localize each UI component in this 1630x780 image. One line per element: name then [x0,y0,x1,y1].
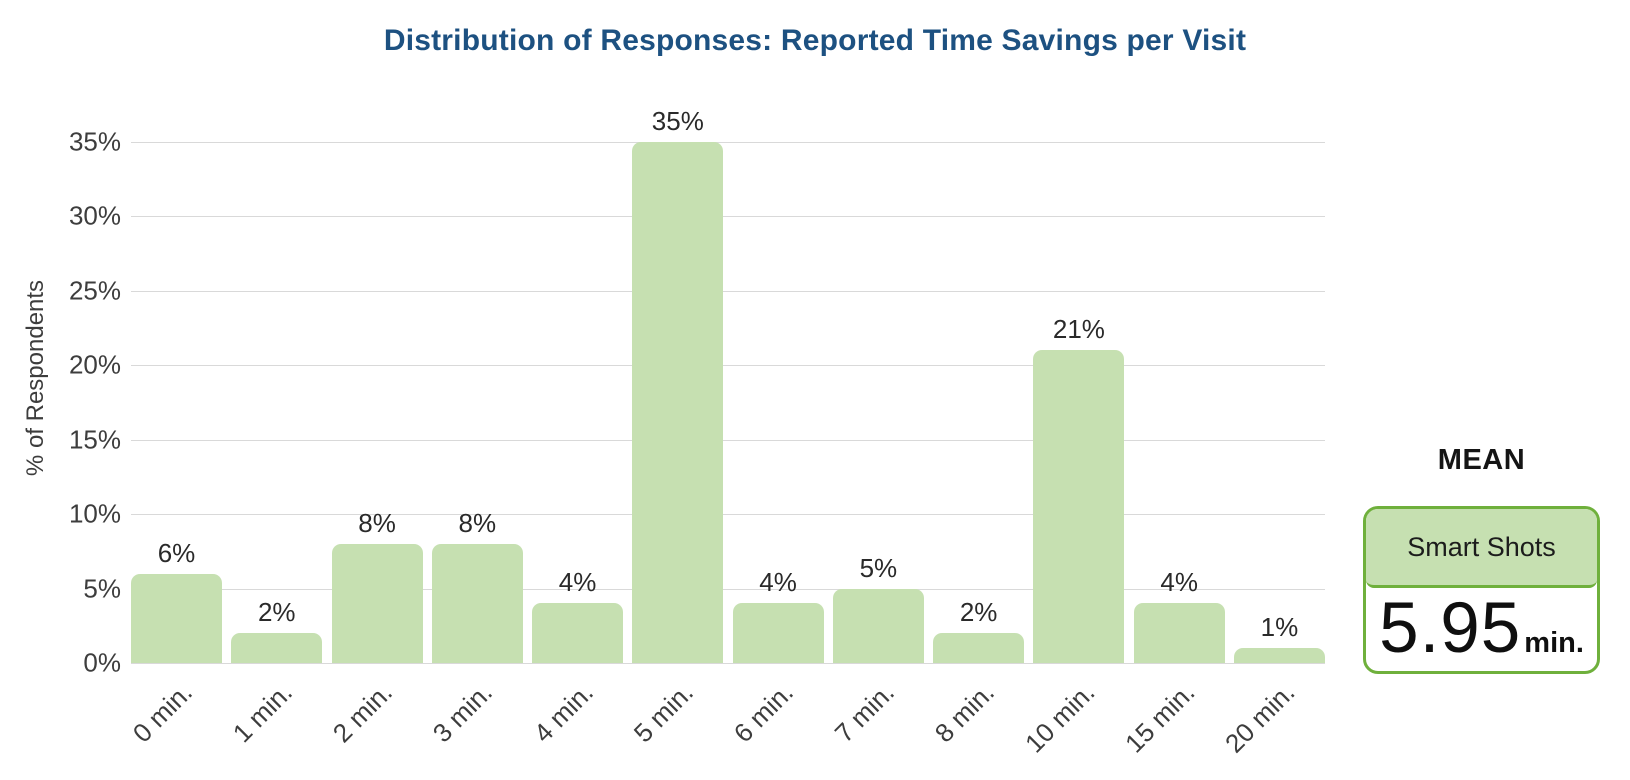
bars-row: 6% 0 min. 2% 1 min. 8% 2 min. 8% 3 min. 4% 4 min.… [126,106,1325,759]
x-tick-label: 6 min. [728,677,800,749]
x-tick-label: 8 min. [928,677,1000,749]
gridline [131,514,1325,516]
bar-value-label: 4% [1160,567,1198,597]
y-tick-label: 5% [83,573,121,604]
bar: 1% 20 min. [1219,612,1325,759]
y-tick-label: 15% [68,424,121,455]
y-tick-label: 25% [68,275,121,306]
y-tick-label: 20% [68,349,121,380]
y-tick-label: 0% [83,647,121,678]
bar: 4% 15 min. [1119,567,1225,759]
y-tick-label: 35% [68,126,121,157]
bar: 8% 3 min. [427,508,523,748]
bar-value-label: 2% [959,597,998,627]
bar-value-label: 5% [859,553,898,583]
gridline [131,365,1325,367]
x-tick-label: 3 min. [427,677,499,749]
mean-card: Smart Shots 5.95 min. [1363,506,1600,674]
bar: 2% 1 min. [227,597,323,748]
x-tick-label: 1 min. [226,677,298,749]
bar-value-label: 35% [651,106,704,136]
bar: 35% 5 min. [628,106,724,748]
bar: 4% 4 min. [527,567,624,748]
bar: 5% 7 min. [828,553,924,748]
mean-heading: MEAN [1437,444,1526,476]
bar: 6% 0 min. [126,538,222,748]
mean-unit: min. [1524,627,1584,659]
bar-value-label: 1% [1260,612,1299,642]
plot-area: 6% 0 min. 2% 1 min. 8% 2 min. 8% 3 min. 4% 4 min.… [126,106,1325,759]
x-tick-label: 20 min. [1219,677,1301,759]
y-tick-label: 30% [68,200,121,231]
bar-value-label: 4% [759,567,797,597]
gridline [131,439,1325,441]
x-tick-label: 2 min. [326,677,399,749]
bar-value-label: 4% [558,567,597,597]
bar-value-label: 21% [1052,314,1105,344]
x-tick-label: 0 min. [126,677,198,749]
mean-panel: MEAN Smart Shots 5.95 min. [1363,444,1600,674]
y-axis-labels: 0% 5% 10% 15% 20% 25% 30% 35% [0,127,121,678]
x-tick-label: 15 min. [1118,677,1201,759]
bar: 21% 10 min. [1019,314,1125,759]
gridline [131,216,1325,218]
bar: 8% 2 min. [327,508,423,748]
bar: 2% 8 min. [929,597,1025,748]
gridline [131,663,1325,664]
x-tick-label: 5 min. [627,677,700,749]
y-tick-label: 10% [68,498,121,529]
mean-value: 5.95 [1379,589,1522,668]
bar-value-label: 8% [458,508,497,538]
mean-value-row: 5.95 min. [1366,589,1597,669]
x-tick-label: 7 min. [828,677,900,749]
chart-title: Distribution of Responses: Reported Time… [383,24,1247,57]
bar-value-label: 8% [358,508,396,538]
x-tick-label: 4 min. [527,677,599,749]
gridline [131,588,1325,590]
gridline [131,142,1325,143]
mean-card-title: Smart Shots [1366,509,1597,588]
bar: 4% 6 min. [728,567,824,748]
gridline [131,290,1325,292]
bar-value-label: 2% [257,597,296,627]
x-tick-label: 10 min. [1018,677,1101,759]
bar-value-label: 6% [157,538,196,568]
